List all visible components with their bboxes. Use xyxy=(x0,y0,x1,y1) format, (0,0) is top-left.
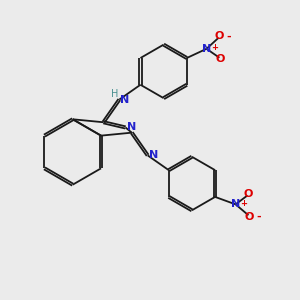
Text: O: O xyxy=(244,190,253,200)
Text: O: O xyxy=(216,54,225,64)
Text: +: + xyxy=(212,43,218,52)
Text: +: + xyxy=(241,199,248,208)
Text: H: H xyxy=(111,88,118,98)
Text: O: O xyxy=(245,212,254,222)
Text: N: N xyxy=(128,122,137,133)
Text: -: - xyxy=(256,211,261,221)
Text: N: N xyxy=(149,150,158,161)
Text: -: - xyxy=(226,32,231,42)
Text: O: O xyxy=(215,31,224,41)
Text: N: N xyxy=(120,94,130,104)
Text: N: N xyxy=(202,44,211,54)
Text: N: N xyxy=(231,200,240,209)
